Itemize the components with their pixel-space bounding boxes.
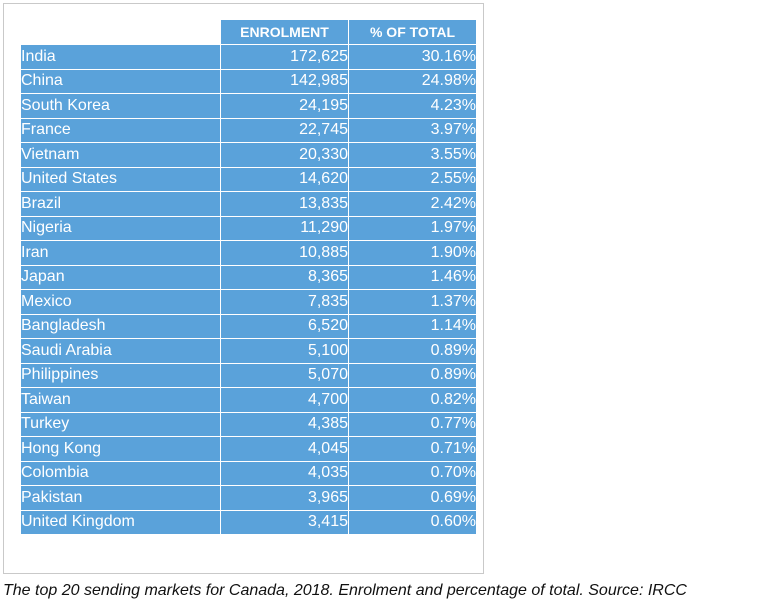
percent-cell: 1.97% [348,215,477,241]
enrolment-cell: 5,070 [220,362,349,388]
enrolment-cell: 172,625 [220,44,349,70]
country-cell: South Korea [20,93,221,119]
table-row: China 142,985 24.98% [20,68,477,94]
figure-caption: The top 20 sending markets for Canada, 2… [3,582,687,599]
table-row: Nigeria 11,290 1.97% [20,215,477,241]
table-frame: ENROLMENT % OF TOTAL India 172,625 30.16% C… [3,3,484,574]
percent-cell: 4.23% [348,93,477,119]
country-cell: Bangladesh [20,313,221,339]
enrolment-cell: 4,385 [220,411,349,437]
percent-cell: 0.89% [348,338,477,364]
table-row: Taiwan 4,700 0.82% [20,387,477,413]
table-row: United Kingdom 3,415 0.60% [20,509,477,535]
percent-cell: 1.90% [348,240,477,266]
country-cell: India [20,44,221,70]
enrolment-cell: 3,415 [220,509,349,535]
country-cell: Colombia [20,460,221,486]
enrolment-cell: 7,835 [220,289,349,315]
country-cell: Japan [20,264,221,290]
table-row: Turkey 4,385 0.77% [20,411,477,437]
enrolment-cell: 10,885 [220,240,349,266]
table-row: South Korea 24,195 4.23% [20,93,477,119]
table-row: Philippines 5,070 0.89% [20,362,477,388]
percent-cell: 3.97% [348,117,477,143]
percent-cell: 24.98% [348,68,477,94]
percent-cell: 1.37% [348,289,477,315]
enrolment-cell: 20,330 [220,142,349,168]
percent-cell: 1.46% [348,264,477,290]
table-row: United States 14,620 2.55% [20,166,477,192]
country-cell: Mexico [20,289,221,315]
enrolment-cell: 3,965 [220,485,349,511]
percent-cell: 0.70% [348,460,477,486]
country-cell: France [20,117,221,143]
country-cell: United States [20,166,221,192]
percent-cell: 0.89% [348,362,477,388]
header-country [20,19,221,45]
table-row: Pakistan 3,965 0.69% [20,485,477,511]
enrolment-table: ENROLMENT % OF TOTAL India 172,625 30.16% C… [20,19,477,535]
enrolment-cell: 11,290 [220,215,349,241]
enrolment-cell: 14,620 [220,166,349,192]
enrolment-cell: 4,045 [220,436,349,462]
table-row: Saudi Arabia 5,100 0.89% [20,338,477,364]
table-row: France 22,745 3.97% [20,117,477,143]
table-row: Iran 10,885 1.90% [20,240,477,266]
table-row: Bangladesh 6,520 1.14% [20,313,477,339]
enrolment-cell: 13,835 [220,191,349,217]
percent-cell: 0.82% [348,387,477,413]
country-cell: Vietnam [20,142,221,168]
enrolment-cell: 4,035 [220,460,349,486]
header-enrolment: ENROLMENT [220,19,349,45]
country-cell: Taiwan [20,387,221,413]
country-cell: Iran [20,240,221,266]
country-cell: Philippines [20,362,221,388]
country-cell: Pakistan [20,485,221,511]
percent-cell: 0.60% [348,509,477,535]
table-row: Vietnam 20,330 3.55% [20,142,477,168]
enrolment-cell: 142,985 [220,68,349,94]
enrolment-cell: 5,100 [220,338,349,364]
percent-cell: 2.55% [348,166,477,192]
percent-cell: 0.71% [348,436,477,462]
percent-cell: 2.42% [348,191,477,217]
percent-cell: 0.69% [348,485,477,511]
table-row: India 172,625 30.16% [20,44,477,70]
country-cell: Brazil [20,191,221,217]
enrolment-cell: 4,700 [220,387,349,413]
enrolment-cell: 8,365 [220,264,349,290]
table-header-row: ENROLMENT % OF TOTAL [20,19,477,45]
table-row: Japan 8,365 1.46% [20,264,477,290]
country-cell: Nigeria [20,215,221,241]
table-row: Brazil 13,835 2.42% [20,191,477,217]
enrolment-cell: 6,520 [220,313,349,339]
percent-cell: 0.77% [348,411,477,437]
country-cell: Saudi Arabia [20,338,221,364]
country-cell: China [20,68,221,94]
enrolment-cell: 22,745 [220,117,349,143]
header-percent-of-total: % OF TOTAL [348,19,477,45]
enrolment-cell: 24,195 [220,93,349,119]
percent-cell: 1.14% [348,313,477,339]
percent-cell: 30.16% [348,44,477,70]
country-cell: United Kingdom [20,509,221,535]
country-cell: Turkey [20,411,221,437]
percent-cell: 3.55% [348,142,477,168]
table-row: Colombia 4,035 0.70% [20,460,477,486]
table-row: Hong Kong 4,045 0.71% [20,436,477,462]
table-row: Mexico 7,835 1.37% [20,289,477,315]
country-cell: Hong Kong [20,436,221,462]
